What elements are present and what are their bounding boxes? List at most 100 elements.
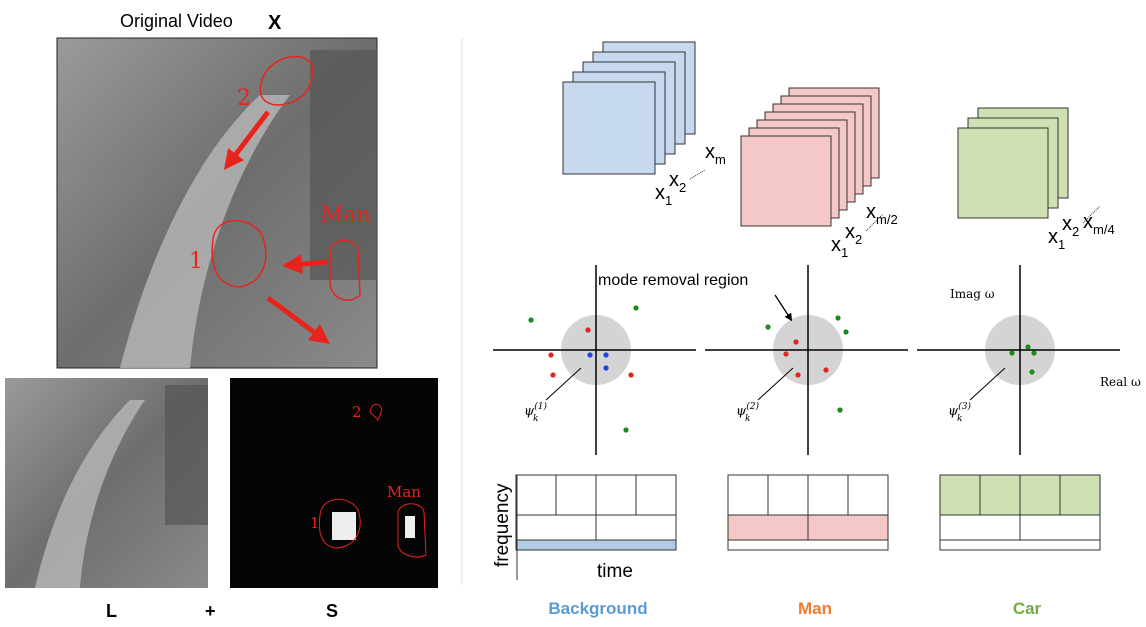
x-axis-label: time [597, 561, 633, 582]
vector-base: x [831, 234, 841, 256]
pointer-arrow [775, 295, 790, 318]
sparse-label: S [326, 601, 338, 621]
low-rank-label: L [106, 601, 117, 621]
eigenvalue-dot [628, 372, 633, 377]
mode-pointer [758, 368, 793, 400]
tf-tile [516, 475, 556, 515]
tf-tile [728, 540, 888, 550]
mode-label: ψ(3)k [948, 401, 971, 424]
snapshot-square [741, 136, 831, 226]
vector-base: x [1062, 213, 1072, 235]
original-video-panel: Original Video X 2 Man 1 [57, 11, 377, 368]
mode-sub: k [745, 414, 750, 424]
vector-base: x [655, 182, 665, 204]
vector-label: x2 [1062, 213, 1079, 239]
building [310, 50, 377, 280]
mode-label: ψ(2)k [736, 401, 759, 424]
eigenvalue-dot [603, 365, 608, 370]
mode-sub: k [533, 414, 538, 424]
tf-tile [728, 475, 768, 515]
vector-sub: 2 [855, 232, 862, 247]
annotation: Man [321, 203, 371, 228]
mode-label: ψ(1)k [524, 401, 547, 424]
motion-arrow [292, 262, 328, 265]
eigenvalue-dot [528, 317, 533, 322]
tf-tile [556, 475, 596, 515]
tf-row [516, 540, 676, 550]
eigenvalue-dot [837, 407, 842, 412]
eigenvalue-dot [835, 315, 840, 320]
vector-label: xm/4 [1083, 211, 1115, 237]
tf-tile [768, 475, 808, 515]
tf-tile [596, 515, 676, 540]
tf-tile [596, 475, 636, 515]
annotation: 1 [189, 249, 203, 274]
low-rank-panel [5, 378, 208, 588]
tf-tile [940, 540, 1100, 550]
eigenvalue-dot [843, 329, 848, 334]
column-label: Background [548, 599, 647, 618]
eigenvalue-dot [603, 352, 608, 357]
tf-tile [1020, 515, 1100, 540]
eigenvalue-dot [1029, 369, 1034, 374]
building [165, 385, 208, 525]
video-title: Original Video [120, 11, 233, 31]
snapshot-square [958, 128, 1048, 218]
plus-label: + [205, 601, 216, 621]
vector-sub: 1 [841, 245, 848, 260]
column-label: Man [798, 599, 832, 618]
real-axis-label: Real ω [1100, 375, 1141, 389]
tf-tile [848, 475, 888, 515]
vector-sub: 1 [1058, 237, 1065, 252]
mode-sup: (3) [958, 401, 971, 412]
eigenvalue-dot [765, 324, 770, 329]
y-axis-label: frequency [492, 483, 513, 567]
eigenvalue-dot [1009, 350, 1014, 355]
vector-sub: m/4 [1093, 222, 1115, 237]
mode-removal-label: mode removal region [598, 272, 748, 289]
annotation: Man [387, 483, 421, 501]
eigenvalue-dot [587, 352, 592, 357]
vector-sub: m/2 [876, 212, 898, 227]
eigenvalue-dot [795, 372, 800, 377]
snapshot-square [563, 82, 655, 174]
eigenvalue-dot [548, 352, 553, 357]
annotation: 2 [352, 403, 362, 421]
video-symbol: X [268, 12, 282, 34]
vector-sub: 1 [665, 193, 672, 208]
annotation: 1 [310, 514, 320, 532]
eigenvalue-dot [585, 327, 590, 332]
tf-row [728, 540, 888, 550]
eigenvalue-dot [823, 367, 828, 372]
vector-sub: m [715, 152, 726, 167]
eigenvalue-dot [783, 351, 788, 356]
tf-tile [808, 475, 848, 515]
vector-label: xm/2 [866, 201, 898, 227]
foreground-blob [332, 512, 356, 540]
eigenvalue-dot [633, 305, 638, 310]
vector-base: x [669, 169, 679, 191]
vector-base: x [845, 221, 855, 243]
vector-sub: 2 [1072, 224, 1079, 239]
eigenvalue-dot [550, 372, 555, 377]
eigenvalue-dot [1031, 350, 1036, 355]
foreground-blob [405, 516, 415, 538]
eigenvalue-dot [793, 339, 798, 344]
imag-axis-label: Imag ω [950, 287, 995, 301]
vector-base: x [705, 141, 715, 163]
column-label: Car [1013, 599, 1042, 618]
dotted-link [690, 170, 705, 179]
vector-sub: 2 [679, 180, 686, 195]
mode-pointer [970, 368, 1005, 400]
vector-base: x [866, 201, 876, 223]
mode-pointer [546, 368, 581, 400]
dmd-panel: xmx1x2ψ(1)kBackgroundxm/2x1x2ψ(2)kManxm/… [493, 42, 1120, 618]
annotation: 2 [237, 86, 251, 111]
sparse-panel: 2 Man 1 [230, 378, 438, 588]
eigenvalue-dot [1025, 344, 1030, 349]
figure: Original Video X 2 Man 1 2 Man 1 L + S x… [0, 0, 1146, 627]
mode-sup: (1) [534, 401, 547, 412]
tf-tile [636, 475, 676, 515]
tf-tile [940, 515, 1020, 540]
mode-sup: (2) [746, 401, 759, 412]
